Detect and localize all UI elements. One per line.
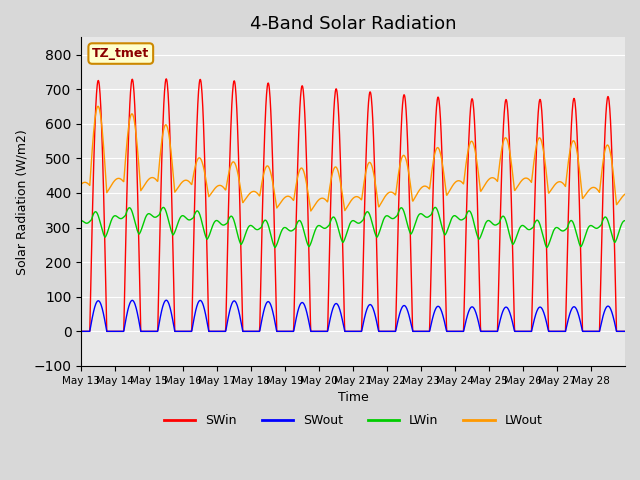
LWout xyxy=(615,199,623,205)
LWin xyxy=(431,204,439,210)
LWin xyxy=(562,227,570,232)
LWout xyxy=(562,183,570,189)
Legend: SWin, SWout, LWin, LWout: SWin, SWout, LWin, LWout xyxy=(159,409,547,432)
LWout xyxy=(94,103,102,109)
LWin xyxy=(621,218,629,224)
LWin xyxy=(329,215,337,220)
SWin xyxy=(339,258,347,264)
SWout xyxy=(621,328,629,334)
SWin xyxy=(163,77,170,83)
SWout xyxy=(163,298,170,303)
SWin xyxy=(77,328,85,334)
SWout xyxy=(614,328,622,334)
LWout xyxy=(621,191,629,197)
SWout xyxy=(561,328,569,334)
SWout xyxy=(163,297,170,303)
SWin xyxy=(614,328,622,334)
Line: LWout: LWout xyxy=(81,106,625,211)
LWout xyxy=(330,168,337,174)
LWin xyxy=(615,230,623,236)
SWin xyxy=(163,76,170,82)
Y-axis label: Solar Radiation (W/m2): Solar Radiation (W/m2) xyxy=(15,129,28,275)
SWout xyxy=(77,328,85,334)
LWin xyxy=(482,220,490,226)
SWin xyxy=(621,328,629,334)
LWout xyxy=(307,208,315,214)
LWin xyxy=(77,218,85,224)
SWin xyxy=(561,328,569,334)
LWin xyxy=(271,245,279,251)
SWout xyxy=(481,328,489,334)
Line: SWout: SWout xyxy=(81,300,625,331)
SWout xyxy=(329,306,337,312)
LWin xyxy=(339,240,347,245)
SWin xyxy=(481,328,489,334)
LWin xyxy=(163,209,170,215)
LWout xyxy=(77,181,85,187)
Title: 4-Band Solar Radiation: 4-Band Solar Radiation xyxy=(250,15,456,33)
Text: TZ_tmet: TZ_tmet xyxy=(92,47,149,60)
LWout xyxy=(163,123,170,129)
SWout xyxy=(339,320,347,326)
LWout xyxy=(340,199,348,204)
Line: LWin: LWin xyxy=(81,207,625,248)
X-axis label: Time: Time xyxy=(338,391,369,404)
LWout xyxy=(482,180,490,186)
Line: SWin: SWin xyxy=(81,79,625,331)
SWin xyxy=(329,132,337,137)
